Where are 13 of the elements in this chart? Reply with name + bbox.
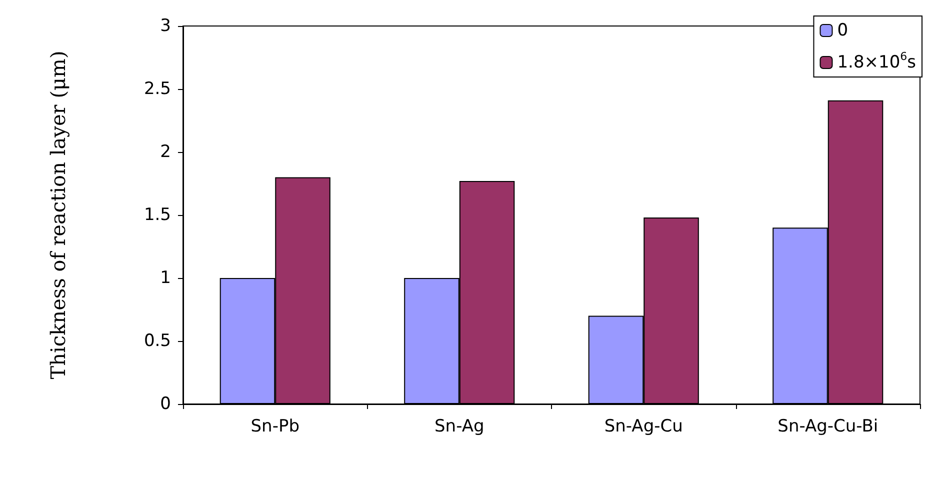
y-axis-title: Thickness of reaction layer (μm) (46, 50, 70, 380)
x-tick-label: Sn-Ag (434, 416, 484, 436)
y-tick-label: 2 (160, 142, 171, 162)
x-tick-label: Sn-Pb (250, 416, 300, 436)
y-tick-label: 3 (160, 16, 171, 36)
y-tick-label: 0 (160, 394, 171, 414)
y-tick-label: 2.5 (144, 79, 171, 99)
x-tick-label: Sn-Ag-Cu (604, 416, 683, 436)
x-tick-label: Sn-Ag-Cu-Bi (778, 416, 878, 436)
y-tick-label: 0.5 (144, 331, 171, 351)
y-tick-label: 1.5 (144, 205, 171, 225)
y-tick-label: 1 (160, 268, 171, 288)
legend-label: 0 (837, 20, 848, 40)
